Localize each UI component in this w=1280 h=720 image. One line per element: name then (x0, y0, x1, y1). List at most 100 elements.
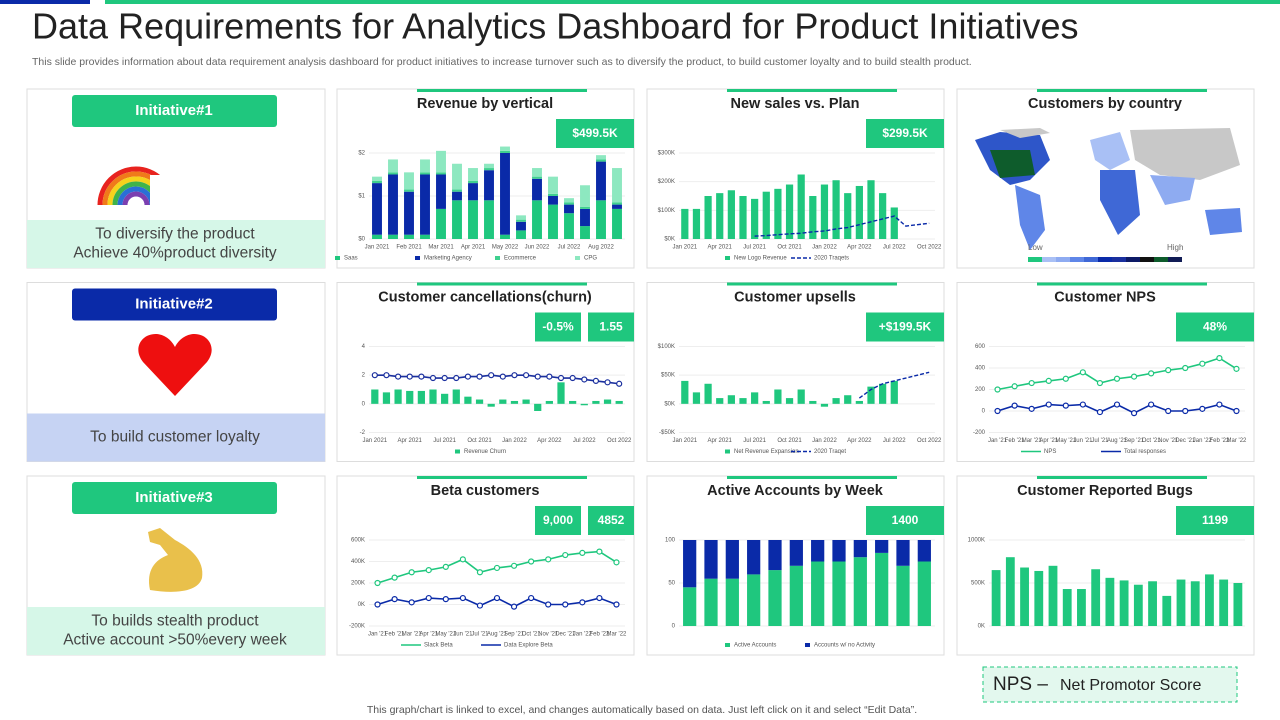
legend-label: Active Accounts (734, 643, 776, 649)
bar (832, 398, 840, 404)
bar (500, 146, 510, 151)
nps-text: Net Promotor Score (1060, 677, 1201, 694)
panel (336, 475, 635, 656)
legend-swatch (575, 256, 580, 260)
x-tick-label: Aug 2022 (588, 245, 614, 251)
bar (452, 200, 462, 239)
marker (394, 373, 402, 380)
bar (436, 150, 446, 173)
map-scale (1112, 257, 1126, 262)
x-tick-label: Jul 2022 (573, 438, 596, 444)
x-tick-label: Oct 2021 (467, 438, 492, 444)
map-low: Low (1028, 243, 1043, 252)
y-tick-label: 1000K (968, 538, 985, 544)
bar (580, 206, 590, 209)
panel-title: New sales vs. Plan (731, 96, 860, 112)
bar (747, 540, 761, 575)
bar (564, 204, 574, 214)
marker (562, 601, 569, 608)
legend-label: CPG (584, 256, 597, 262)
y-tick-label: -200 (973, 430, 986, 436)
bar (429, 389, 437, 404)
marker (1079, 369, 1086, 376)
kpi-value: 9,000 (543, 513, 573, 527)
bar (592, 400, 600, 404)
bar (811, 561, 825, 626)
bar (596, 159, 606, 162)
y-tick-label: -200K (349, 624, 365, 630)
bar (532, 178, 542, 201)
panel-accent (727, 282, 897, 286)
bar (739, 196, 747, 239)
bar (404, 172, 414, 190)
bar (382, 392, 391, 404)
marker (476, 373, 483, 380)
x-tick-label: Aug '21 (487, 632, 508, 638)
bar (725, 578, 739, 626)
x-tick-label: Apr 2022 (847, 245, 872, 251)
x-tick-label: Jul '21 (1091, 438, 1109, 444)
bar (603, 399, 612, 404)
x-tick-label: Jul 2021 (743, 245, 766, 251)
kpi-box (535, 506, 581, 535)
bar (404, 189, 414, 192)
kpi-value: 1400 (892, 513, 919, 527)
bar (452, 189, 462, 192)
x-tick-label: Jan 2021 (365, 245, 390, 251)
marker (464, 373, 472, 380)
initiative-band (27, 413, 325, 462)
y-tick-label: 500K (971, 581, 985, 587)
y-tick-label: $1 (358, 194, 365, 200)
x-tick-label: Oct 2022 (917, 438, 942, 444)
panel (956, 475, 1255, 656)
x-tick-label: Jan 2022 (812, 438, 837, 444)
marker (569, 374, 576, 382)
bar (725, 540, 739, 579)
marker (604, 379, 611, 386)
x-tick-label: Oct 2022 (917, 245, 942, 251)
marker (429, 374, 437, 382)
marker (493, 594, 501, 602)
kpi-value: 1.55 (599, 320, 623, 334)
x-tick-label: Apr 2021 (398, 438, 423, 444)
bar (615, 400, 623, 404)
x-tick-label: Sep '21 (1124, 438, 1145, 444)
y-tick-label: 0 (982, 409, 986, 415)
initiative-pill (72, 482, 277, 514)
marker (592, 377, 600, 384)
bar (394, 389, 402, 404)
bar (820, 403, 829, 407)
country-shape (1150, 175, 1195, 205)
bar (1119, 580, 1129, 626)
panel (646, 282, 945, 462)
panel-title: Revenue by vertical (417, 96, 553, 112)
bar (681, 208, 689, 239)
x-tick-label: Oct '21 (522, 632, 541, 638)
bar (406, 390, 414, 404)
y-tick-label: 600K (351, 538, 365, 544)
bar (747, 574, 761, 626)
x-tick-label: Jan '22 (573, 632, 593, 638)
kpi-box (866, 506, 944, 535)
kpi-value: 1199 (1202, 513, 1228, 527)
map-scale (1168, 257, 1182, 262)
marker (1199, 360, 1206, 367)
panel-title: Customer cancellations(churn) (378, 289, 592, 305)
kpi-box (588, 312, 634, 342)
bar (890, 380, 898, 404)
legend-label: New Logo Revenue (734, 256, 787, 262)
bar (596, 161, 606, 201)
panel (956, 282, 1255, 462)
bar (704, 540, 718, 579)
bar (811, 540, 825, 562)
x-tick-label: Jan '21 (368, 632, 388, 638)
bar (484, 168, 494, 171)
marker (613, 601, 620, 608)
bar (797, 174, 805, 239)
marker (1096, 379, 1104, 387)
marker (579, 599, 586, 606)
bar (751, 198, 759, 239)
bar (420, 234, 430, 239)
marker (1062, 402, 1069, 409)
bar (436, 174, 446, 209)
